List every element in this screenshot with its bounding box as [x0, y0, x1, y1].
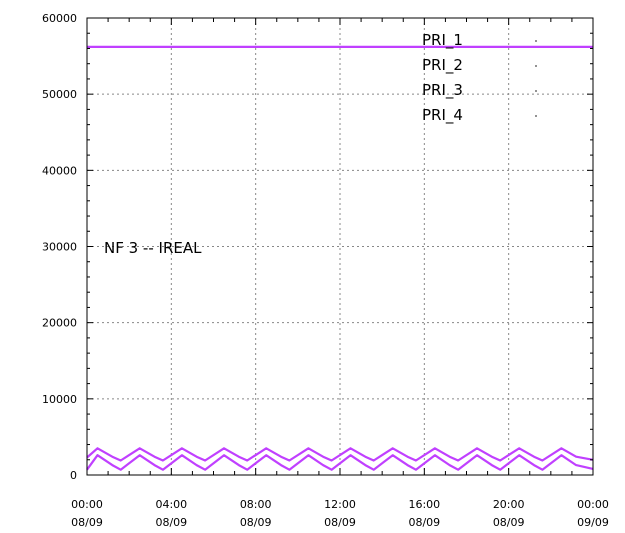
series-line-pri-2 — [86, 447, 594, 462]
x-tick-label-date: 08/09 — [71, 516, 103, 529]
series-layer — [86, 45, 594, 471]
legend-label-pri-1: PRI_1 — [422, 31, 463, 50]
x-tick-label-time: 20:00 — [493, 498, 525, 511]
x-tick-label-time: 00:00 — [577, 498, 609, 511]
x-tick-label-time: 04:00 — [155, 498, 187, 511]
x-tick-label-time: 16:00 — [408, 498, 440, 511]
legend-marker — [535, 90, 537, 92]
legend-marker — [535, 40, 537, 42]
x-tick-label-date: 08/09 — [408, 516, 440, 529]
chart-annotation: NF 3 -- IREAL — [104, 239, 202, 257]
axes: 0 10000 20000 30000 40000 50000 60000 00:00 08/0… — [42, 12, 609, 529]
y-tick-label: 60000 — [42, 12, 77, 25]
legend-label-pri-3: PRI_3 — [422, 81, 463, 100]
series-line-pri-3 — [86, 454, 594, 471]
y-tick-label: 10000 — [42, 393, 77, 406]
x-tick-label-time: 08:00 — [240, 498, 272, 511]
grid — [87, 18, 593, 475]
y-tick-label: 40000 — [42, 164, 77, 177]
y-tick-label: 30000 — [42, 241, 77, 254]
legend: PRI_1 PRI_2 PRI_3 PRI_4 — [422, 31, 537, 125]
y-tick-label: 20000 — [42, 317, 77, 330]
y-tick-label: 50000 — [42, 88, 77, 101]
y-tick-label: 0 — [70, 469, 77, 482]
legend-marker — [535, 65, 537, 67]
legend-marker — [535, 115, 537, 117]
x-tick-label-date: 08/09 — [240, 516, 272, 529]
x-tick-label-date: 08/09 — [493, 516, 525, 529]
legend-label-pri-2: PRI_2 — [422, 56, 463, 75]
x-tick-label-time: 00:00 — [71, 498, 103, 511]
x-tick-label-date: 09/09 — [577, 516, 609, 529]
x-tick-label-time: 12:00 — [324, 498, 356, 511]
legend-label-pri-4: PRI_4 — [422, 106, 463, 125]
x-tick-label-date: 08/09 — [324, 516, 356, 529]
x-tick-label-date: 08/09 — [155, 516, 187, 529]
